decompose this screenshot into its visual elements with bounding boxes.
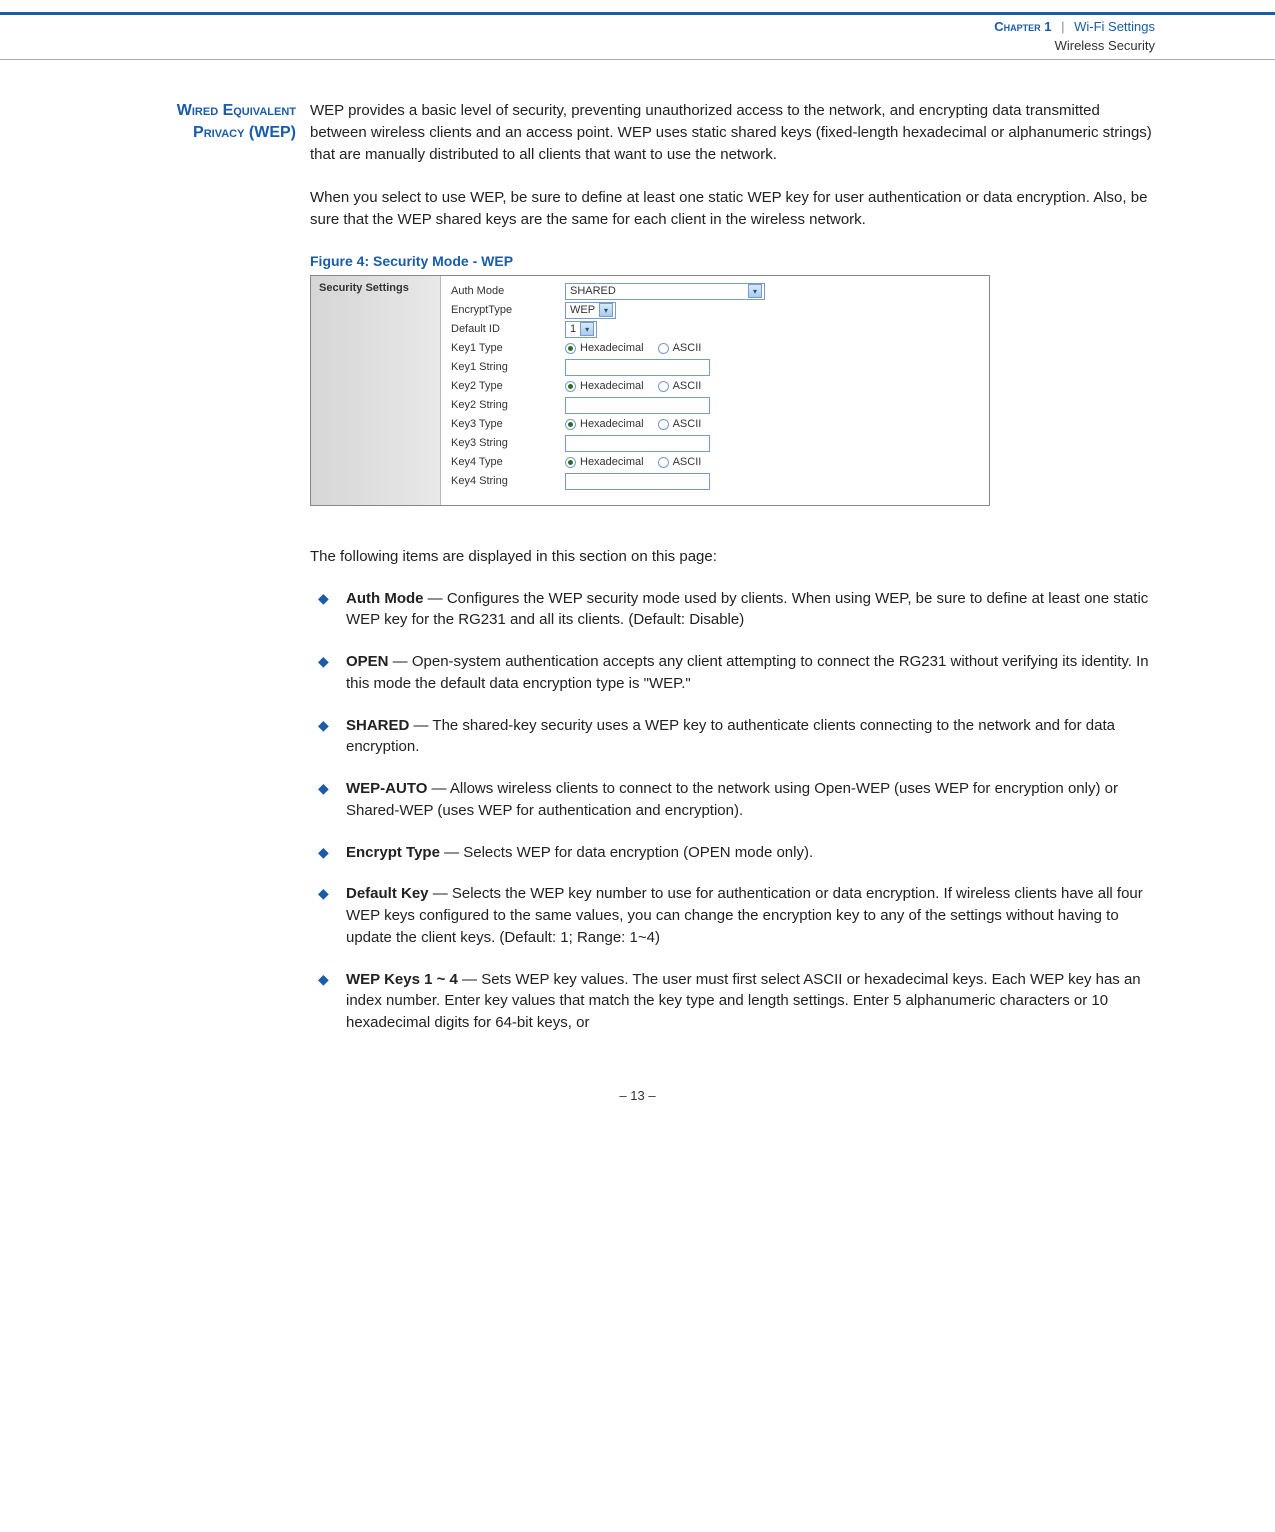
list-item-desc: — The shared-key security uses a WEP key… bbox=[346, 717, 1115, 756]
key1-hex-radio[interactable] bbox=[565, 343, 576, 354]
list-item: Auth Mode — Configures the WEP security … bbox=[310, 588, 1155, 632]
list-item-term: SHARED bbox=[346, 717, 409, 734]
list-item-desc: — Allows wireless clients to connect to … bbox=[346, 780, 1118, 819]
list-item-term: Encrypt Type bbox=[346, 844, 440, 861]
key2-string-input[interactable] bbox=[565, 397, 710, 414]
list-item: Default Key — Selects the WEP key number… bbox=[310, 883, 1155, 948]
encrypt-type-value: WEP bbox=[570, 304, 595, 316]
key3-ascii-label: ASCII bbox=[673, 418, 702, 430]
chapter-separator: | bbox=[1061, 19, 1064, 34]
list-item: WEP-AUTO — Allows wireless clients to co… bbox=[310, 778, 1155, 822]
header-band: Chapter 1 | Wi-Fi Settings bbox=[0, 15, 1275, 38]
list-item: WEP Keys 1 ~ 4 — Sets WEP key values. Th… bbox=[310, 969, 1155, 1034]
key1-hex-label: Hexadecimal bbox=[580, 342, 644, 354]
auth-mode-value: SHARED bbox=[570, 285, 616, 297]
list-item-desc: — Open-system authentication accepts any… bbox=[346, 653, 1149, 692]
paragraph-2: When you select to use WEP, be sure to d… bbox=[310, 187, 1155, 231]
item-list: Auth Mode — Configures the WEP security … bbox=[310, 588, 1155, 1034]
side-heading-line2: Privacy (WEP) bbox=[193, 124, 296, 141]
header-subtitle: Wireless Security bbox=[0, 38, 1275, 59]
key4-ascii-label: ASCII bbox=[673, 456, 702, 468]
list-item-desc: — Selects the WEP key number to use for … bbox=[346, 885, 1143, 946]
screenshot-form: Auth Mode SHARED ▾ EncryptType WEP ▾ bbox=[441, 276, 989, 505]
side-heading: Wired Equivalent Privacy (WEP) bbox=[0, 100, 296, 145]
key2-hex-label: Hexadecimal bbox=[580, 380, 644, 392]
screenshot-sidebar-title: Security Settings bbox=[311, 276, 441, 505]
key1-string-input[interactable] bbox=[565, 359, 710, 376]
list-item-desc: — Sets WEP key values. The user must fir… bbox=[346, 971, 1141, 1032]
chapter-label: Chapter 1 bbox=[994, 19, 1051, 34]
key4-string-input[interactable] bbox=[565, 473, 710, 490]
screenshot-security-settings: Security Settings Auth Mode SHARED ▾ Enc… bbox=[310, 275, 990, 506]
key2-ascii-radio[interactable] bbox=[658, 381, 669, 392]
default-id-select[interactable]: 1 ▾ bbox=[565, 321, 597, 338]
chevron-down-icon: ▾ bbox=[748, 284, 762, 298]
list-item-term: Default Key bbox=[346, 885, 429, 902]
page-footer: – 13 – bbox=[0, 1088, 1275, 1103]
key4-type-label: Key4 Type bbox=[441, 456, 561, 468]
paragraph-1: WEP provides a basic level of security, … bbox=[310, 100, 1155, 165]
figure-caption: Figure 4: Security Mode - WEP bbox=[310, 253, 1155, 269]
intro-line: The following items are displayed in thi… bbox=[310, 546, 1155, 568]
key2-hex-radio[interactable] bbox=[565, 381, 576, 392]
header-rule bbox=[0, 59, 1275, 60]
list-item-term: Auth Mode bbox=[346, 590, 423, 607]
key1-type-label: Key1 Type bbox=[441, 342, 561, 354]
key4-ascii-radio[interactable] bbox=[658, 457, 669, 468]
key3-string-label: Key3 String bbox=[441, 437, 561, 449]
default-id-value: 1 bbox=[570, 323, 576, 335]
chapter-title: Wi-Fi Settings bbox=[1074, 19, 1155, 34]
key3-hex-label: Hexadecimal bbox=[580, 418, 644, 430]
key2-ascii-label: ASCII bbox=[673, 380, 702, 392]
list-item-term: OPEN bbox=[346, 653, 389, 670]
chevron-down-icon: ▾ bbox=[580, 322, 594, 336]
key1-ascii-radio[interactable] bbox=[658, 343, 669, 354]
auth-mode-label: Auth Mode bbox=[441, 285, 561, 297]
encrypt-type-select[interactable]: WEP ▾ bbox=[565, 302, 616, 319]
key2-string-label: Key2 String bbox=[441, 399, 561, 411]
key4-hex-label: Hexadecimal bbox=[580, 456, 644, 468]
encrypt-type-label: EncryptType bbox=[441, 304, 561, 316]
auth-mode-select[interactable]: SHARED ▾ bbox=[565, 283, 765, 300]
list-item-desc: — Configures the WEP security mode used … bbox=[346, 590, 1148, 629]
list-item: OPEN — Open-system authentication accept… bbox=[310, 651, 1155, 695]
key1-string-label: Key1 String bbox=[441, 361, 561, 373]
chevron-down-icon: ▾ bbox=[599, 303, 613, 317]
default-id-label: Default ID bbox=[441, 323, 561, 335]
key1-ascii-label: ASCII bbox=[673, 342, 702, 354]
list-item-desc: — Selects WEP for data encryption (OPEN … bbox=[440, 844, 813, 861]
side-heading-line1: Wired Equivalent bbox=[177, 102, 296, 119]
key4-hex-radio[interactable] bbox=[565, 457, 576, 468]
key4-string-label: Key4 String bbox=[441, 475, 561, 487]
key3-type-label: Key3 Type bbox=[441, 418, 561, 430]
key3-hex-radio[interactable] bbox=[565, 419, 576, 430]
list-item: SHARED — The shared-key security uses a … bbox=[310, 715, 1155, 759]
list-item-term: WEP-AUTO bbox=[346, 780, 427, 797]
list-item-term: WEP Keys 1 ~ 4 bbox=[346, 971, 458, 988]
list-item: Encrypt Type — Selects WEP for data encr… bbox=[310, 842, 1155, 864]
key2-type-label: Key2 Type bbox=[441, 380, 561, 392]
key3-string-input[interactable] bbox=[565, 435, 710, 452]
key3-ascii-radio[interactable] bbox=[658, 419, 669, 430]
